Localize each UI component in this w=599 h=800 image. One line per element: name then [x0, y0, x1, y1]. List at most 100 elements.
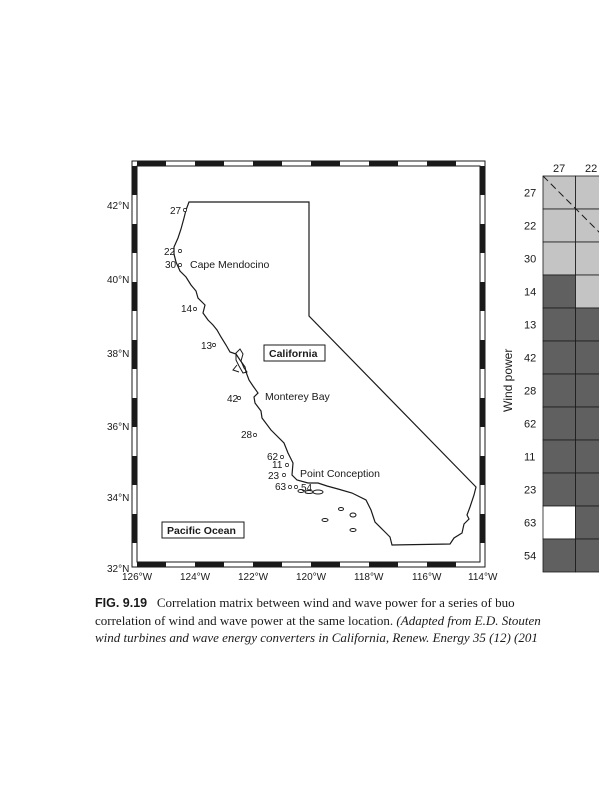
lon-label: 114°W [468, 572, 498, 583]
caption-line-2-italic: (Adapted from E.D. Stouten [396, 613, 541, 628]
matrix-cell [575, 406, 599, 441]
lat-label: 34°N [107, 493, 129, 504]
frame-tick [137, 562, 166, 567]
matrix-y-axis-label: Wind power [501, 349, 515, 412]
matrix-cell [575, 472, 599, 507]
frame-tick [195, 562, 224, 567]
matrix-cell [542, 274, 576, 309]
buoy-marker [178, 263, 182, 267]
frame-tick [253, 562, 282, 567]
frame-tick [132, 514, 137, 543]
frame-tick [132, 456, 137, 485]
matrix-cell [542, 208, 576, 243]
figure-caption: FIG. 9.19 Correlation matrix between win… [95, 594, 599, 646]
matrix-cell [542, 406, 576, 441]
matrix-cell [575, 307, 599, 342]
buoy-marker [193, 307, 197, 311]
buoy-markers [178, 208, 298, 489]
buoy-label-11: 11 [272, 460, 283, 471]
frame-tick [480, 398, 485, 427]
frame-tick [132, 224, 137, 253]
matrix-cell [575, 505, 599, 540]
frame-tick [132, 340, 137, 369]
buoy-label-27: 27 [170, 206, 182, 217]
california-outline [173, 201, 477, 546]
buoy-marker [288, 485, 292, 489]
frame-tick [480, 282, 485, 311]
matrix-cell [575, 175, 599, 210]
place-cape-mendocino: Cape Mendocino [190, 259, 270, 271]
frame-tick [369, 562, 398, 567]
frame-tick [369, 161, 398, 166]
matrix-cell [575, 274, 599, 309]
lat-label: 32°N [107, 564, 129, 575]
lat-label: 36°N [107, 422, 129, 433]
caption-figure-label: FIG. 9.19 [95, 596, 148, 610]
frame-tick [132, 282, 137, 311]
correlation-matrix: 27 22 27 22 30 14 13 42 28 62 11 23 63 54 Wind powe… [501, 163, 599, 573]
matrix-cell [542, 241, 576, 276]
matrix-cell [575, 241, 599, 276]
matrix-cell [542, 307, 576, 342]
matrix-diagonal [542, 175, 599, 233]
lon-label: 118°W [354, 572, 384, 583]
buoy-marker [178, 249, 182, 253]
lon-label: 116°W [412, 572, 442, 583]
caption-line-1: FIG. 9.19 Correlation matrix between win… [95, 594, 599, 612]
place-california: California [269, 348, 318, 360]
buoy-label-22: 22 [164, 247, 176, 258]
matrix-row-label: 28 [524, 386, 536, 398]
matrix-cell [542, 439, 576, 474]
buoy-label-30: 30 [165, 260, 177, 271]
matrix-row-label: 11 [524, 452, 535, 464]
matrix-cell [575, 208, 599, 243]
buoy-label-28: 28 [241, 430, 253, 441]
matrix-row-label: 63 [524, 518, 536, 530]
matrix-row-label: 42 [524, 353, 536, 365]
lat-label: 42°N [107, 201, 129, 212]
frame-tick [195, 161, 224, 166]
matrix-row-label: 14 [524, 287, 536, 299]
buoy-marker [183, 208, 187, 212]
matrix-row-label: 13 [524, 320, 536, 332]
buoy-labels: 27 22 30 14 13 42 28 62 11 23 63 54 [164, 206, 313, 494]
caption-line-2-text: correlation of wind and wave power at th… [95, 613, 397, 628]
matrix-cell [542, 472, 576, 507]
buoy-label-23: 23 [268, 471, 280, 482]
matrix-row-label: 62 [524, 419, 536, 431]
matrix-row-label: 23 [524, 485, 536, 497]
latitude-labels: 42°N 40°N 38°N 36°N 34°N 32°N [107, 201, 129, 575]
lon-label: 126°W [122, 572, 153, 583]
matrix-cell [575, 340, 599, 375]
longitude-labels: 126°W 124°W 122°W 120°W 118°W 116°W 114°… [122, 572, 498, 583]
caption-line-1-text: Correlation matrix between wind and wave… [156, 595, 515, 610]
matrix-row-label: 22 [524, 221, 536, 233]
place-pacific-ocean: Pacific Ocean [167, 525, 236, 537]
lon-label: 122°W [238, 572, 269, 583]
matrix-cell [542, 373, 576, 408]
frame-tick [427, 161, 456, 166]
matrix-cell [575, 538, 599, 573]
place-monterey-bay: Monterey Bay [265, 391, 331, 403]
matrix-cell [575, 439, 599, 474]
map-frame [131, 160, 486, 568]
buoy-label-54: 54 [301, 483, 313, 494]
matrix-cell [575, 373, 599, 408]
frame-tick [480, 224, 485, 253]
matrix-top-label: 27 [553, 163, 565, 175]
matrix-cell [542, 505, 576, 540]
frame-tick [132, 166, 137, 195]
matrix-top-label: 22 [585, 163, 597, 175]
coastline [173, 201, 477, 546]
caption-line-3: wind turbines and wave energy converters… [95, 630, 538, 645]
buoy-marker [294, 485, 298, 489]
frame-tick [137, 161, 166, 166]
frame-tick [253, 161, 282, 166]
frame-tick [480, 166, 485, 195]
lon-label: 120°W [296, 572, 327, 583]
frame-tick [480, 340, 485, 369]
buoy-marker [212, 343, 216, 347]
frame-tick [480, 514, 485, 543]
lat-label: 38°N [107, 349, 129, 360]
